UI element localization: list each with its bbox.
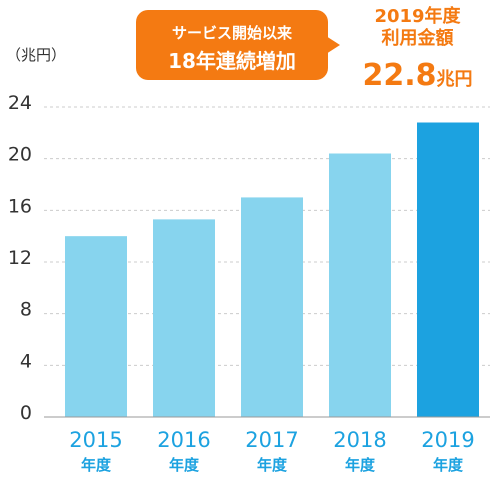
usage-title-label: 利用金額: [381, 28, 454, 49]
y-axis-unit-label: （兆円）: [6, 46, 67, 64]
x-tick-label: 2018: [333, 428, 386, 452]
bar: [241, 197, 303, 417]
bar: [329, 153, 391, 417]
x-tick-suffix: 年度: [169, 456, 200, 474]
callout-line-2: 18年連続増加: [168, 49, 296, 73]
bar: [65, 236, 127, 417]
bar: [417, 122, 479, 417]
x-tick-label: 2019: [421, 428, 474, 452]
x-tick-suffix: 年度: [433, 456, 464, 474]
y-tick-label: 24: [8, 92, 32, 114]
y-tick-label: 8: [20, 299, 32, 321]
callout-line-1: サービス開始以来: [171, 24, 292, 42]
x-tick-suffix: 年度: [345, 456, 376, 474]
usage-annotation: 2019年度 利用金額 22.8兆円: [340, 6, 495, 93]
usage-year-label: 2019年度: [374, 6, 461, 27]
bar: [153, 219, 215, 417]
y-tick-label: 4: [20, 350, 32, 372]
usage-value: 22.8: [362, 58, 437, 93]
x-tick-suffix: 年度: [257, 456, 288, 474]
y-tick-label: 12: [8, 247, 32, 269]
x-tick-label: 2015: [69, 428, 122, 452]
y-tick-label: 16: [8, 195, 32, 217]
x-tick-suffix: 年度: [81, 456, 112, 474]
y-tick-label: 20: [8, 144, 32, 166]
callout-tail: [326, 36, 340, 54]
x-tick-label: 2017: [245, 428, 298, 452]
x-tick-label: 2016: [157, 428, 210, 452]
callout-bubble: サービス開始以来 18年連続増加: [136, 10, 340, 80]
y-tick-label: 0: [20, 402, 32, 424]
usage-value-row: 22.8兆円: [340, 58, 495, 93]
usage-unit: 兆円: [436, 69, 473, 90]
